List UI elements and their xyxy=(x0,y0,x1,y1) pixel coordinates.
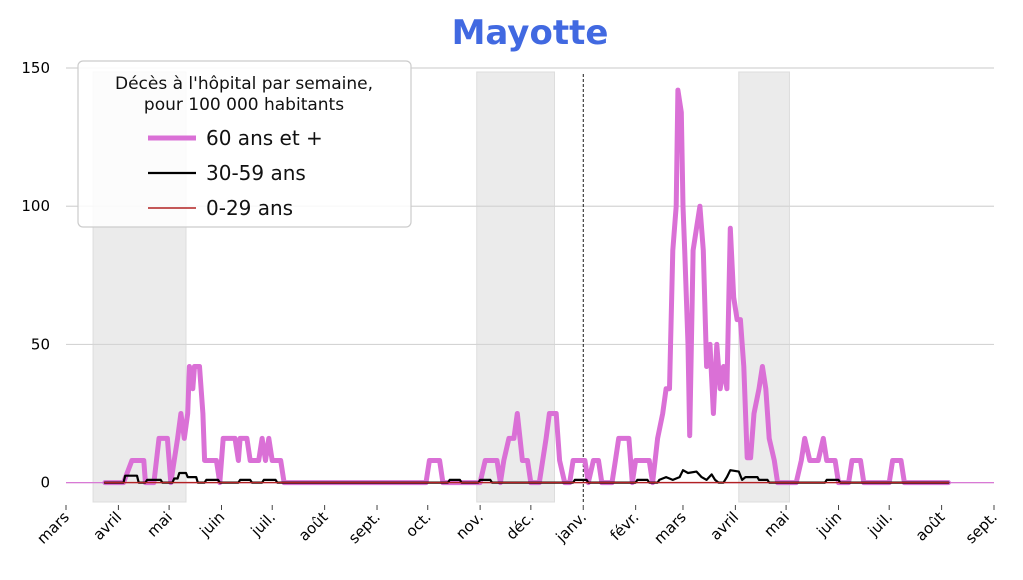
x-tick-label: avril xyxy=(706,508,742,544)
x-tick-label: févr. xyxy=(606,508,642,544)
y-tick-label: 100 xyxy=(21,197,50,215)
x-tick-label: août xyxy=(295,508,332,545)
y-tick-label: 50 xyxy=(31,335,50,353)
x-tick-label: sept. xyxy=(962,508,1001,547)
x-tick-label: janv. xyxy=(552,508,590,546)
y-axis: 0 50 100 150 xyxy=(21,59,50,492)
x-tick-label: nov. xyxy=(452,508,487,543)
legend-label: 60 ans et + xyxy=(206,126,323,150)
x-tick-label: août xyxy=(912,508,949,545)
x-axis: mars avril mai juin juil. août sept. oct. nov. dé… xyxy=(33,505,1001,548)
x-tick-label: avril xyxy=(89,508,125,544)
y-tick-label: 0 xyxy=(40,474,50,492)
x-tick-label: juil. xyxy=(247,508,279,540)
x-tick-label: mars xyxy=(650,508,690,548)
legend-box xyxy=(77,60,412,228)
series-lines xyxy=(102,87,951,486)
legend-label: 0-29 ans xyxy=(206,196,293,220)
x-tick-label: juil. xyxy=(864,508,896,540)
x-tick-label: juin xyxy=(813,508,846,541)
legend-title: Décès à l'hôpital par semaine, xyxy=(115,74,373,94)
x-tick-label: sept. xyxy=(345,508,384,547)
chart-title: Mayotte xyxy=(452,13,609,53)
x-tick-label: oct. xyxy=(402,508,435,541)
x-tick-label: mai xyxy=(143,508,176,541)
legend-title: pour 100 000 habitants xyxy=(144,95,344,115)
x-tick-label: mars xyxy=(33,508,73,548)
y-tick-label: 150 xyxy=(21,59,50,77)
x-tick-label: déc. xyxy=(502,508,537,543)
legend-label: 30-59 ans xyxy=(206,161,306,185)
x-tick-label: mai xyxy=(760,508,793,541)
legend: Décès à l'hôpital par semaine,pour 100 0… xyxy=(77,60,412,228)
x-tick-label: juin xyxy=(196,508,229,541)
